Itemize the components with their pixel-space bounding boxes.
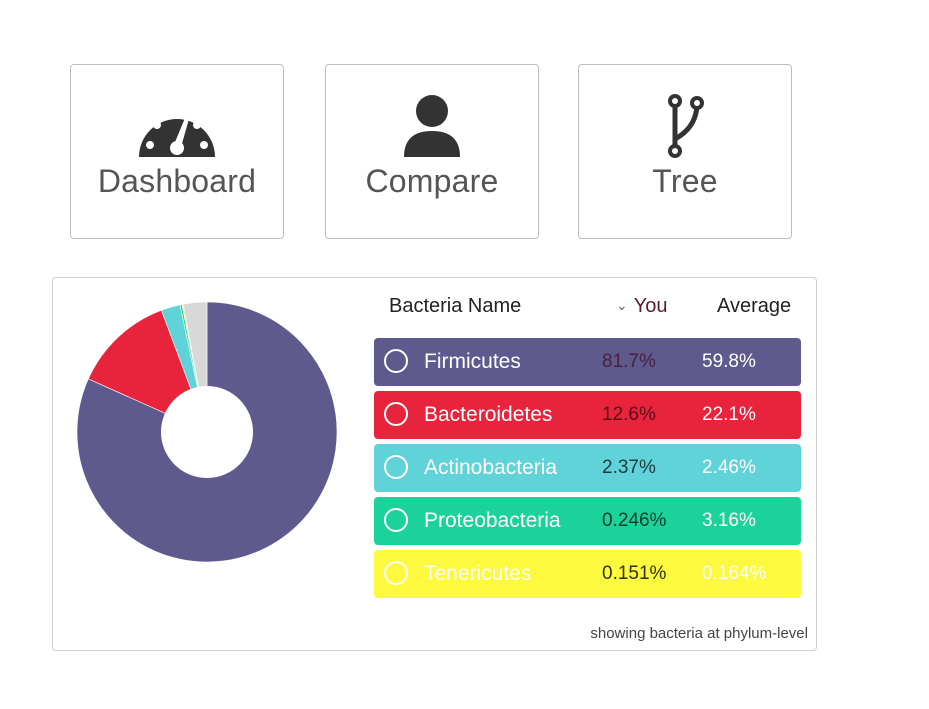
you-value: 12.6% xyxy=(602,404,656,425)
donut-hole xyxy=(161,386,253,478)
bacteria-name: Tenericutes xyxy=(424,562,532,585)
header-bacteria-name: Bacteria Name xyxy=(389,295,522,317)
header-average: Average xyxy=(717,295,792,317)
average-value: 0.164% xyxy=(702,563,767,584)
circle-icon[interactable] xyxy=(384,455,408,479)
bacteria-name: Bacteroidetes xyxy=(424,403,553,426)
you-value: 2.37% xyxy=(602,457,656,478)
bacteria-name: Actinobacteria xyxy=(424,456,558,479)
average-value: 2.46% xyxy=(702,457,756,478)
average-value: 22.1% xyxy=(702,404,756,425)
bacteria-name: Firmicutes xyxy=(424,350,521,373)
header-you[interactable]: ⌄ You xyxy=(616,295,667,318)
tree-button[interactable]: Tree xyxy=(578,64,792,239)
average-value: 3.16% xyxy=(702,510,756,531)
compare-button[interactable]: Compare xyxy=(325,64,539,239)
tree-label: Tree xyxy=(652,163,718,199)
circle-icon[interactable] xyxy=(384,402,408,426)
compare-label: Compare xyxy=(365,163,499,199)
table-row[interactable]: Tenericutes 0.151% 0.164% xyxy=(374,550,801,598)
average-value: 59.8% xyxy=(702,351,756,372)
table-row[interactable]: Bacteroidetes 12.6% 22.1% xyxy=(374,391,801,439)
table-row[interactable]: Actinobacteria 2.37% 2.46% xyxy=(374,444,801,492)
speedometer-icon xyxy=(137,93,217,159)
chevron-down-icon: ⌄ xyxy=(616,297,628,313)
bacteria-panel: Bacteria Name ⌄ You Average Firmicutes 81.… xyxy=(52,277,817,651)
table-row[interactable]: Firmicutes 81.7% 59.8% xyxy=(374,338,801,386)
dashboard-label: Dashboard xyxy=(97,163,257,199)
header-you-label: You xyxy=(633,295,668,317)
table-row[interactable]: Proteobacteria 0.246% 3.16% xyxy=(374,497,801,545)
circle-icon[interactable] xyxy=(384,508,408,532)
you-value: 0.151% xyxy=(602,563,667,584)
circle-icon[interactable] xyxy=(384,349,408,373)
circle-icon[interactable] xyxy=(384,561,408,585)
you-value: 0.246% xyxy=(602,510,667,531)
dashboard-button[interactable]: Dashboard xyxy=(70,64,284,239)
branch-icon xyxy=(645,93,725,159)
user-icon xyxy=(392,93,472,159)
you-value: 81.7% xyxy=(602,351,656,372)
bacteria-name: Proteobacteria xyxy=(424,509,561,532)
footer-note: showing bacteria at phylum-level xyxy=(590,625,808,642)
pie-slice-firmicutes[interactable] xyxy=(76,301,338,563)
donut-chart xyxy=(76,301,338,563)
